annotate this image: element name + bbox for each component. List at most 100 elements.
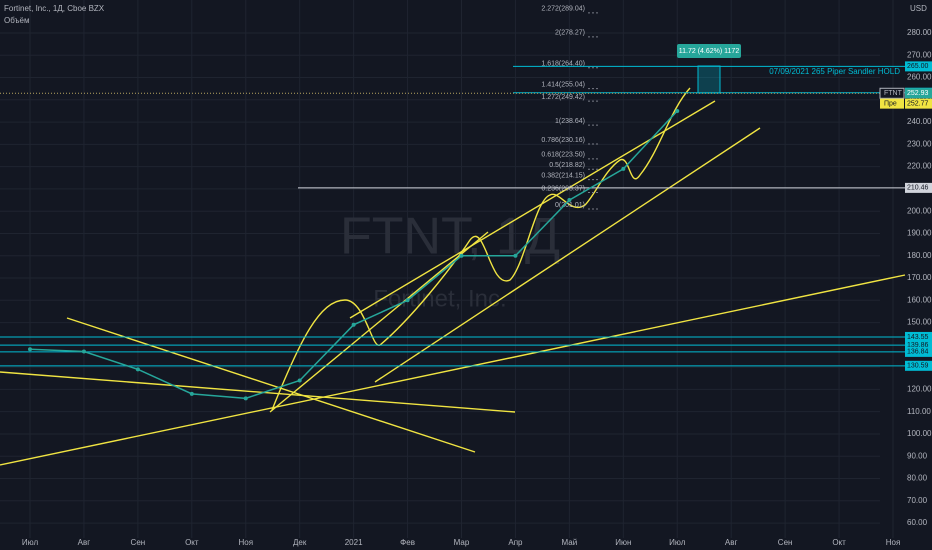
last-price-name-box — [879, 87, 905, 99]
level-label: 210.46 — [907, 185, 929, 192]
trend-line — [66, 317, 476, 453]
fib-label: 1.618(264.40) — [541, 61, 585, 68]
fib-label: 1(238.64) — [555, 118, 585, 125]
y-tick-label: 120.00 — [907, 385, 932, 394]
measure-tag — [677, 44, 741, 58]
x-tick-label: Окт — [185, 538, 199, 547]
last-price-box — [905, 88, 932, 99]
y-tick-label: 200.00 — [907, 206, 932, 215]
x-tick-label: 2021 — [345, 538, 363, 547]
fib-label: 0.236(208.37) — [541, 185, 585, 192]
fib-label: 1.414(255.04) — [541, 81, 585, 88]
y-tick-label: 170.00 — [907, 273, 932, 282]
x-tick-label: Авг — [78, 538, 91, 547]
x-tick-label: Апр — [508, 538, 523, 547]
x-tick-label: Ноя — [886, 538, 901, 547]
price-point — [675, 108, 680, 113]
level-label: 139.86 — [907, 342, 929, 349]
x-tick-label: Май — [562, 538, 578, 547]
x-tick-label: Июл — [669, 538, 686, 547]
level-label: 265.00 — [907, 63, 929, 70]
y-tick-label: 190.00 — [907, 229, 932, 238]
x-tick-label: Сен — [778, 538, 793, 547]
price-point — [243, 396, 248, 401]
fib-label: 0.5(218.82) — [549, 162, 585, 169]
trend-line — [374, 127, 761, 383]
level-box — [905, 346, 932, 357]
y-axis-label: USD — [910, 4, 927, 13]
trend-line — [0, 371, 516, 413]
trend-line — [269, 231, 489, 413]
fib-label: 2.272(289.04) — [541, 6, 585, 13]
x-tick-label: Июн — [615, 538, 631, 547]
y-tick-label: 240.00 — [907, 117, 932, 126]
fib-label: 0.382(214.15) — [541, 173, 585, 180]
y-tick-label: 280.00 — [907, 28, 932, 37]
chart-subtitle: Объём — [4, 16, 30, 25]
x-tick-label: Ноя — [238, 538, 253, 547]
y-tick-label: 260.00 — [907, 73, 932, 82]
pre-price-box — [905, 98, 932, 109]
x-tick-label: Фев — [400, 538, 415, 547]
level-box — [905, 340, 932, 351]
pre-price-name: Пре — [884, 100, 897, 107]
level-box — [905, 360, 932, 371]
price-point — [351, 322, 356, 327]
watermark: FTNT, 1Д — [340, 208, 560, 266]
y-tick-label: 150.00 — [907, 318, 932, 327]
measure-text: 11.72 (4.62%) 1172 — [679, 48, 740, 55]
pre-price-name-box — [880, 98, 904, 109]
price-point — [405, 298, 410, 303]
x-tick-label: Дек — [293, 538, 307, 547]
price-point — [567, 198, 572, 203]
y-tick-label: 160.00 — [907, 295, 932, 304]
price-point — [513, 253, 518, 258]
y-tick-label: 70.00 — [907, 496, 928, 505]
fib-label: 0.618(223.50) — [541, 152, 585, 159]
level-box — [905, 331, 932, 342]
price-point — [621, 166, 626, 171]
trend-lines — [0, 87, 906, 466]
note: 07/09/2021 265 Piper Sandler HOLD — [769, 67, 900, 76]
y-tick-label: 110.00 — [907, 407, 931, 416]
price-point — [81, 349, 86, 354]
x-tick-label: Сен — [131, 538, 146, 547]
trend-line — [349, 100, 716, 319]
wave-path — [271, 87, 691, 411]
x-tick-label: Июл — [22, 538, 39, 547]
grid — [0, 0, 894, 538]
measure-box — [697, 65, 721, 94]
level-label: 136.84 — [907, 349, 929, 356]
y-tick-label: 230.00 — [907, 139, 932, 148]
y-tick-label: 100.00 — [907, 429, 932, 438]
y-tick-label: 180.00 — [907, 251, 932, 260]
fib-label: 0.786(230.16) — [541, 137, 585, 144]
fib-label: 2(278.27) — [555, 30, 585, 37]
price-point — [28, 347, 32, 352]
chart-title: Fortinet, Inc., 1Д, Cboe BZX — [4, 4, 105, 13]
y-tick-label: 60.00 — [907, 518, 928, 527]
y-tick-label: 220.00 — [907, 162, 932, 171]
level-label: 130.59 — [907, 363, 929, 370]
level-label: 143.55 — [907, 334, 929, 341]
y-tick-label: 270.00 — [907, 50, 932, 59]
level-box — [905, 182, 932, 193]
x-tick-label: Авг — [725, 538, 738, 547]
fib-label: 1.272(249.42) — [541, 94, 585, 101]
y-tick-label: 80.00 — [907, 474, 928, 483]
pre-price-label: 252.77 — [907, 100, 929, 107]
x-tick-label: Мар — [454, 538, 470, 547]
y-tick-label: 90.00 — [907, 451, 928, 460]
price-point — [135, 367, 140, 372]
x-tick-label: Окт — [832, 538, 846, 547]
price-point — [297, 378, 302, 383]
price-point — [459, 253, 464, 258]
last-price-label: 252.93 — [907, 90, 929, 97]
price-point — [189, 391, 194, 396]
trend-line — [0, 274, 906, 466]
last-price-name: FTNT — [884, 90, 903, 97]
level-box — [905, 61, 932, 72]
fib-label: 0(201.01) — [555, 202, 585, 209]
